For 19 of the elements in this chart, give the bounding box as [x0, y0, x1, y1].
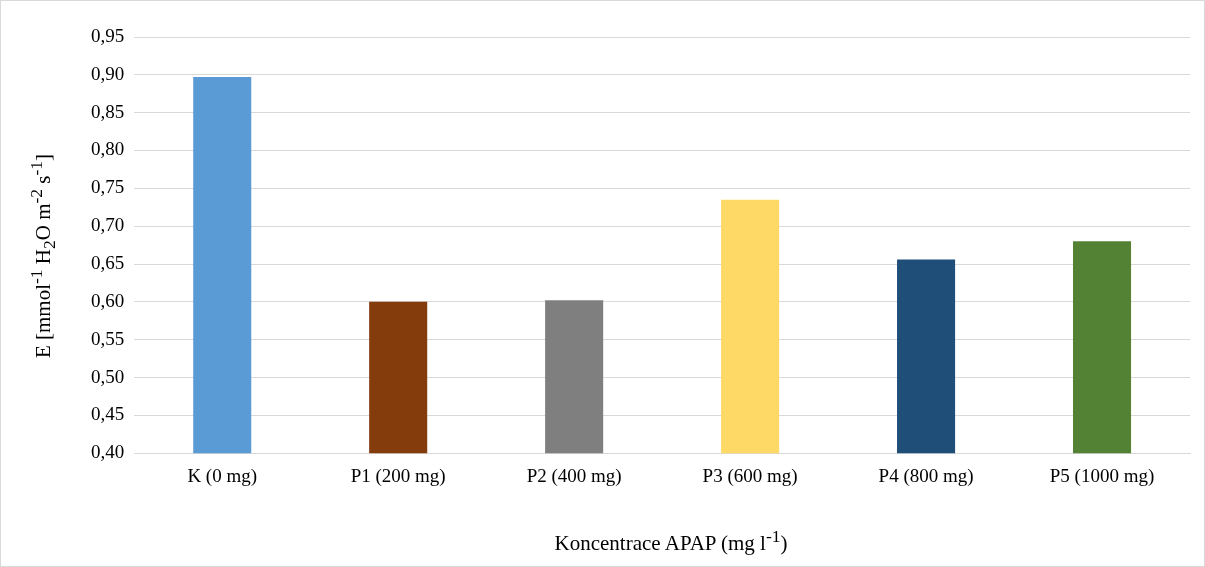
- y-tick-label: 0,75: [91, 176, 125, 198]
- y-tick-label: 0,90: [91, 62, 125, 84]
- x-tick-label: P3 (600 mg): [702, 464, 798, 487]
- y-tick-label: 0,80: [91, 138, 125, 160]
- x-tick-label: P2 (400 mg): [526, 464, 622, 487]
- x-tick-label: K (0 mg): [187, 464, 258, 487]
- x-axis-title: Koncentrace APAP (mg l$^{-1}$): [554, 526, 788, 556]
- y-tick-label: 0,55: [91, 327, 125, 349]
- y-tick-label: 0,45: [91, 403, 125, 425]
- y-tick-label: 0,60: [91, 289, 125, 311]
- y-tick-label: 0,70: [91, 214, 125, 236]
- x-tick-label: P1 (200 mg): [350, 464, 446, 487]
- x-tick-label: P4 (800 mg): [878, 464, 974, 487]
- y-tick-label: 0,95: [91, 24, 125, 46]
- y-tick-label: 0,65: [91, 252, 125, 273]
- x-tick-label: P5 (1000 mg): [1049, 464, 1155, 487]
- y-tick-label: 0,40: [91, 441, 125, 463]
- y-tick-label: 0,85: [91, 100, 125, 122]
- y-tick-label: 0,50: [91, 365, 125, 387]
